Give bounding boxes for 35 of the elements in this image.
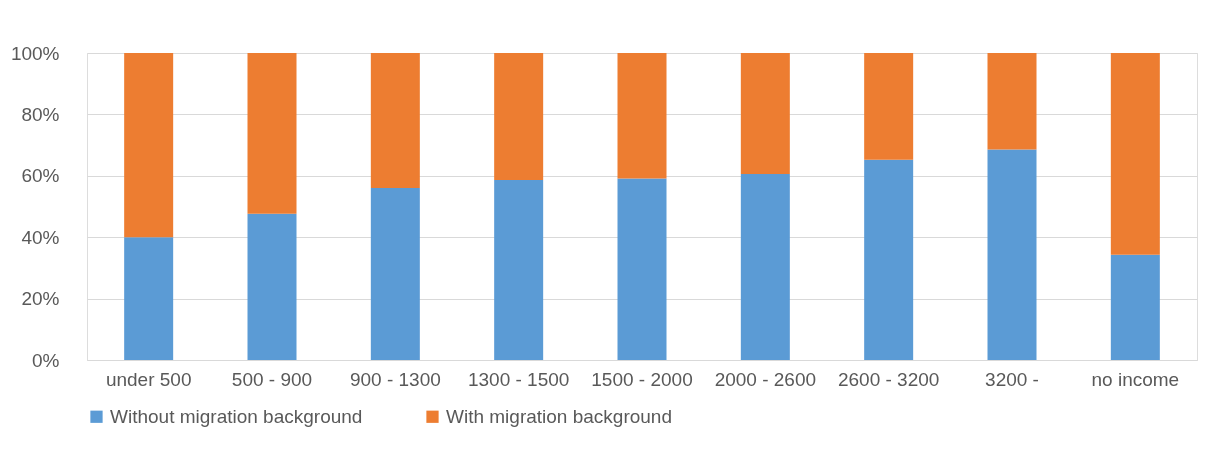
y-tick-label: 0% [32,349,60,371]
bar [987,149,1037,360]
bar [494,180,544,360]
x-tick-label: no income [1091,368,1180,390]
y-tick-label: 80% [21,103,60,125]
bar [1110,254,1160,360]
x-tick-label: 500 - 900 [231,368,313,390]
y-tick-label: 20% [21,288,60,310]
bar [617,53,667,179]
y-tick-label: 40% [21,226,60,248]
bar [617,178,667,360]
x-tick-label: 2000 - 2600 [714,368,817,390]
bar [864,159,914,360]
x-tick-label: under 500 [105,368,192,390]
x-tick-label: 2600 - 3200 [837,368,940,390]
x-tick-label: 1300 - 1500 [467,368,570,390]
x-tick-label: 1500 - 2000 [591,368,693,390]
bar [370,53,420,189]
y-tick-label: 60% [21,165,60,187]
bar [1110,53,1160,255]
legend-label: Without migration background [110,405,363,427]
bar [124,237,174,360]
bar [370,188,420,360]
legend-label: With migration background [446,405,672,427]
y-tick-label: 100% [10,42,60,64]
bar [740,173,790,360]
bar [987,53,1037,150]
bar [740,53,790,174]
bar [494,53,544,181]
x-tick-label: 900 - 1300 [349,368,441,390]
bar [247,213,297,360]
x-tick-label: 3200 - [985,368,1039,390]
bar [247,53,297,214]
bar [124,53,174,238]
bar [864,53,914,160]
